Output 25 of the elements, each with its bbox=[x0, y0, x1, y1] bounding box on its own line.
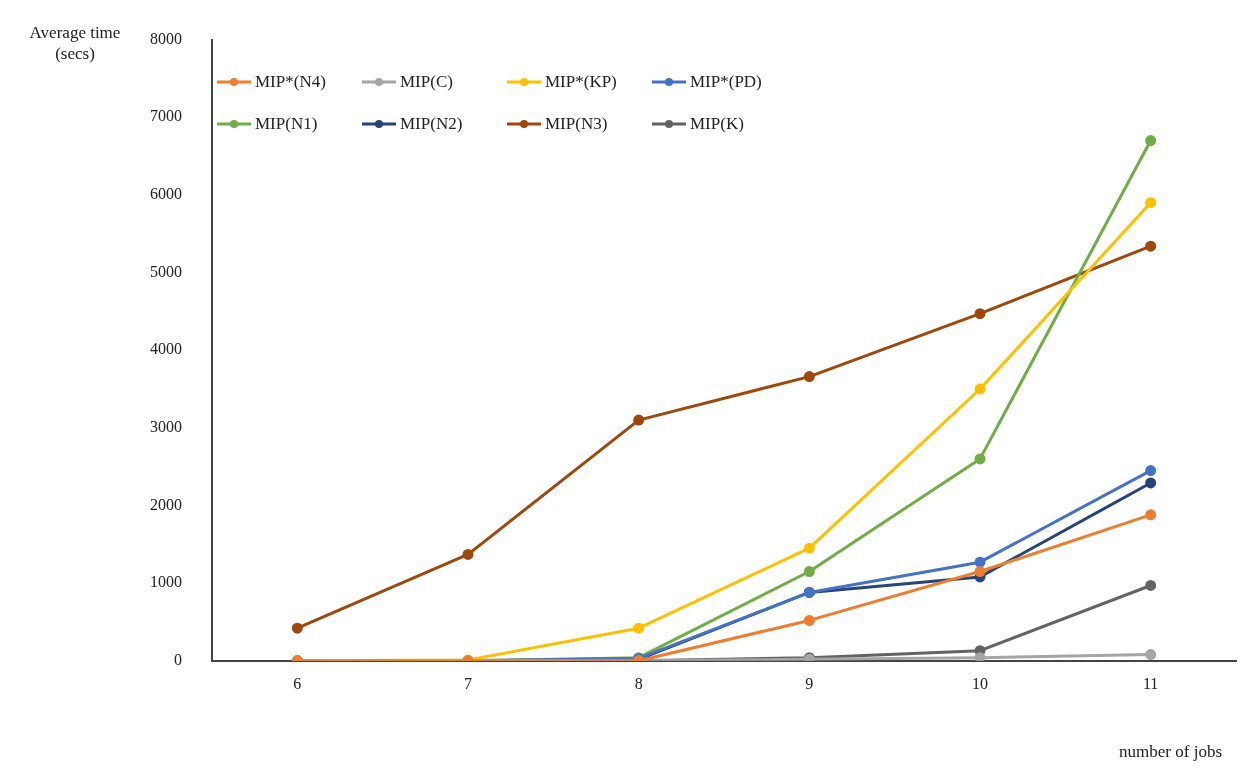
legend-label: MIP*(N4) bbox=[255, 72, 326, 92]
y-tick-label: 2000 bbox=[150, 495, 182, 513]
legend-label: MIP(N2) bbox=[400, 114, 463, 134]
x-tick-label: 8 bbox=[634, 674, 643, 692]
legend-label: MIP(N3) bbox=[545, 114, 608, 134]
x-tick-label: 6 bbox=[293, 674, 302, 692]
y-axis-title: Average time (secs) bbox=[28, 22, 122, 65]
y-tick-label: 1000 bbox=[150, 573, 182, 591]
x-tick-label: 9 bbox=[805, 674, 814, 692]
x-tick-label: 10 bbox=[972, 674, 988, 692]
y-tick-label: 3000 bbox=[150, 418, 182, 436]
legend-label: MIP(C) bbox=[400, 72, 453, 92]
y-tick-label: 5000 bbox=[150, 262, 182, 280]
legend-label: MIP(K) bbox=[690, 114, 744, 134]
y-tick-label: 4000 bbox=[150, 340, 182, 358]
legend-label: MIP*(KP) bbox=[545, 72, 617, 92]
y-tick-label: 0 bbox=[174, 651, 182, 668]
y-tick-label: 8000 bbox=[150, 29, 182, 47]
legend-label: MIP*(PD) bbox=[690, 72, 762, 92]
x-tick-label: 11 bbox=[1142, 674, 1159, 692]
y-tick-label: 7000 bbox=[150, 107, 182, 125]
legend-label: MIP(N1) bbox=[255, 114, 318, 134]
y-tick-label: 6000 bbox=[150, 185, 182, 203]
x-tick-label: 7 bbox=[464, 674, 472, 692]
x-axis-title: number of jobs bbox=[1119, 742, 1222, 762]
